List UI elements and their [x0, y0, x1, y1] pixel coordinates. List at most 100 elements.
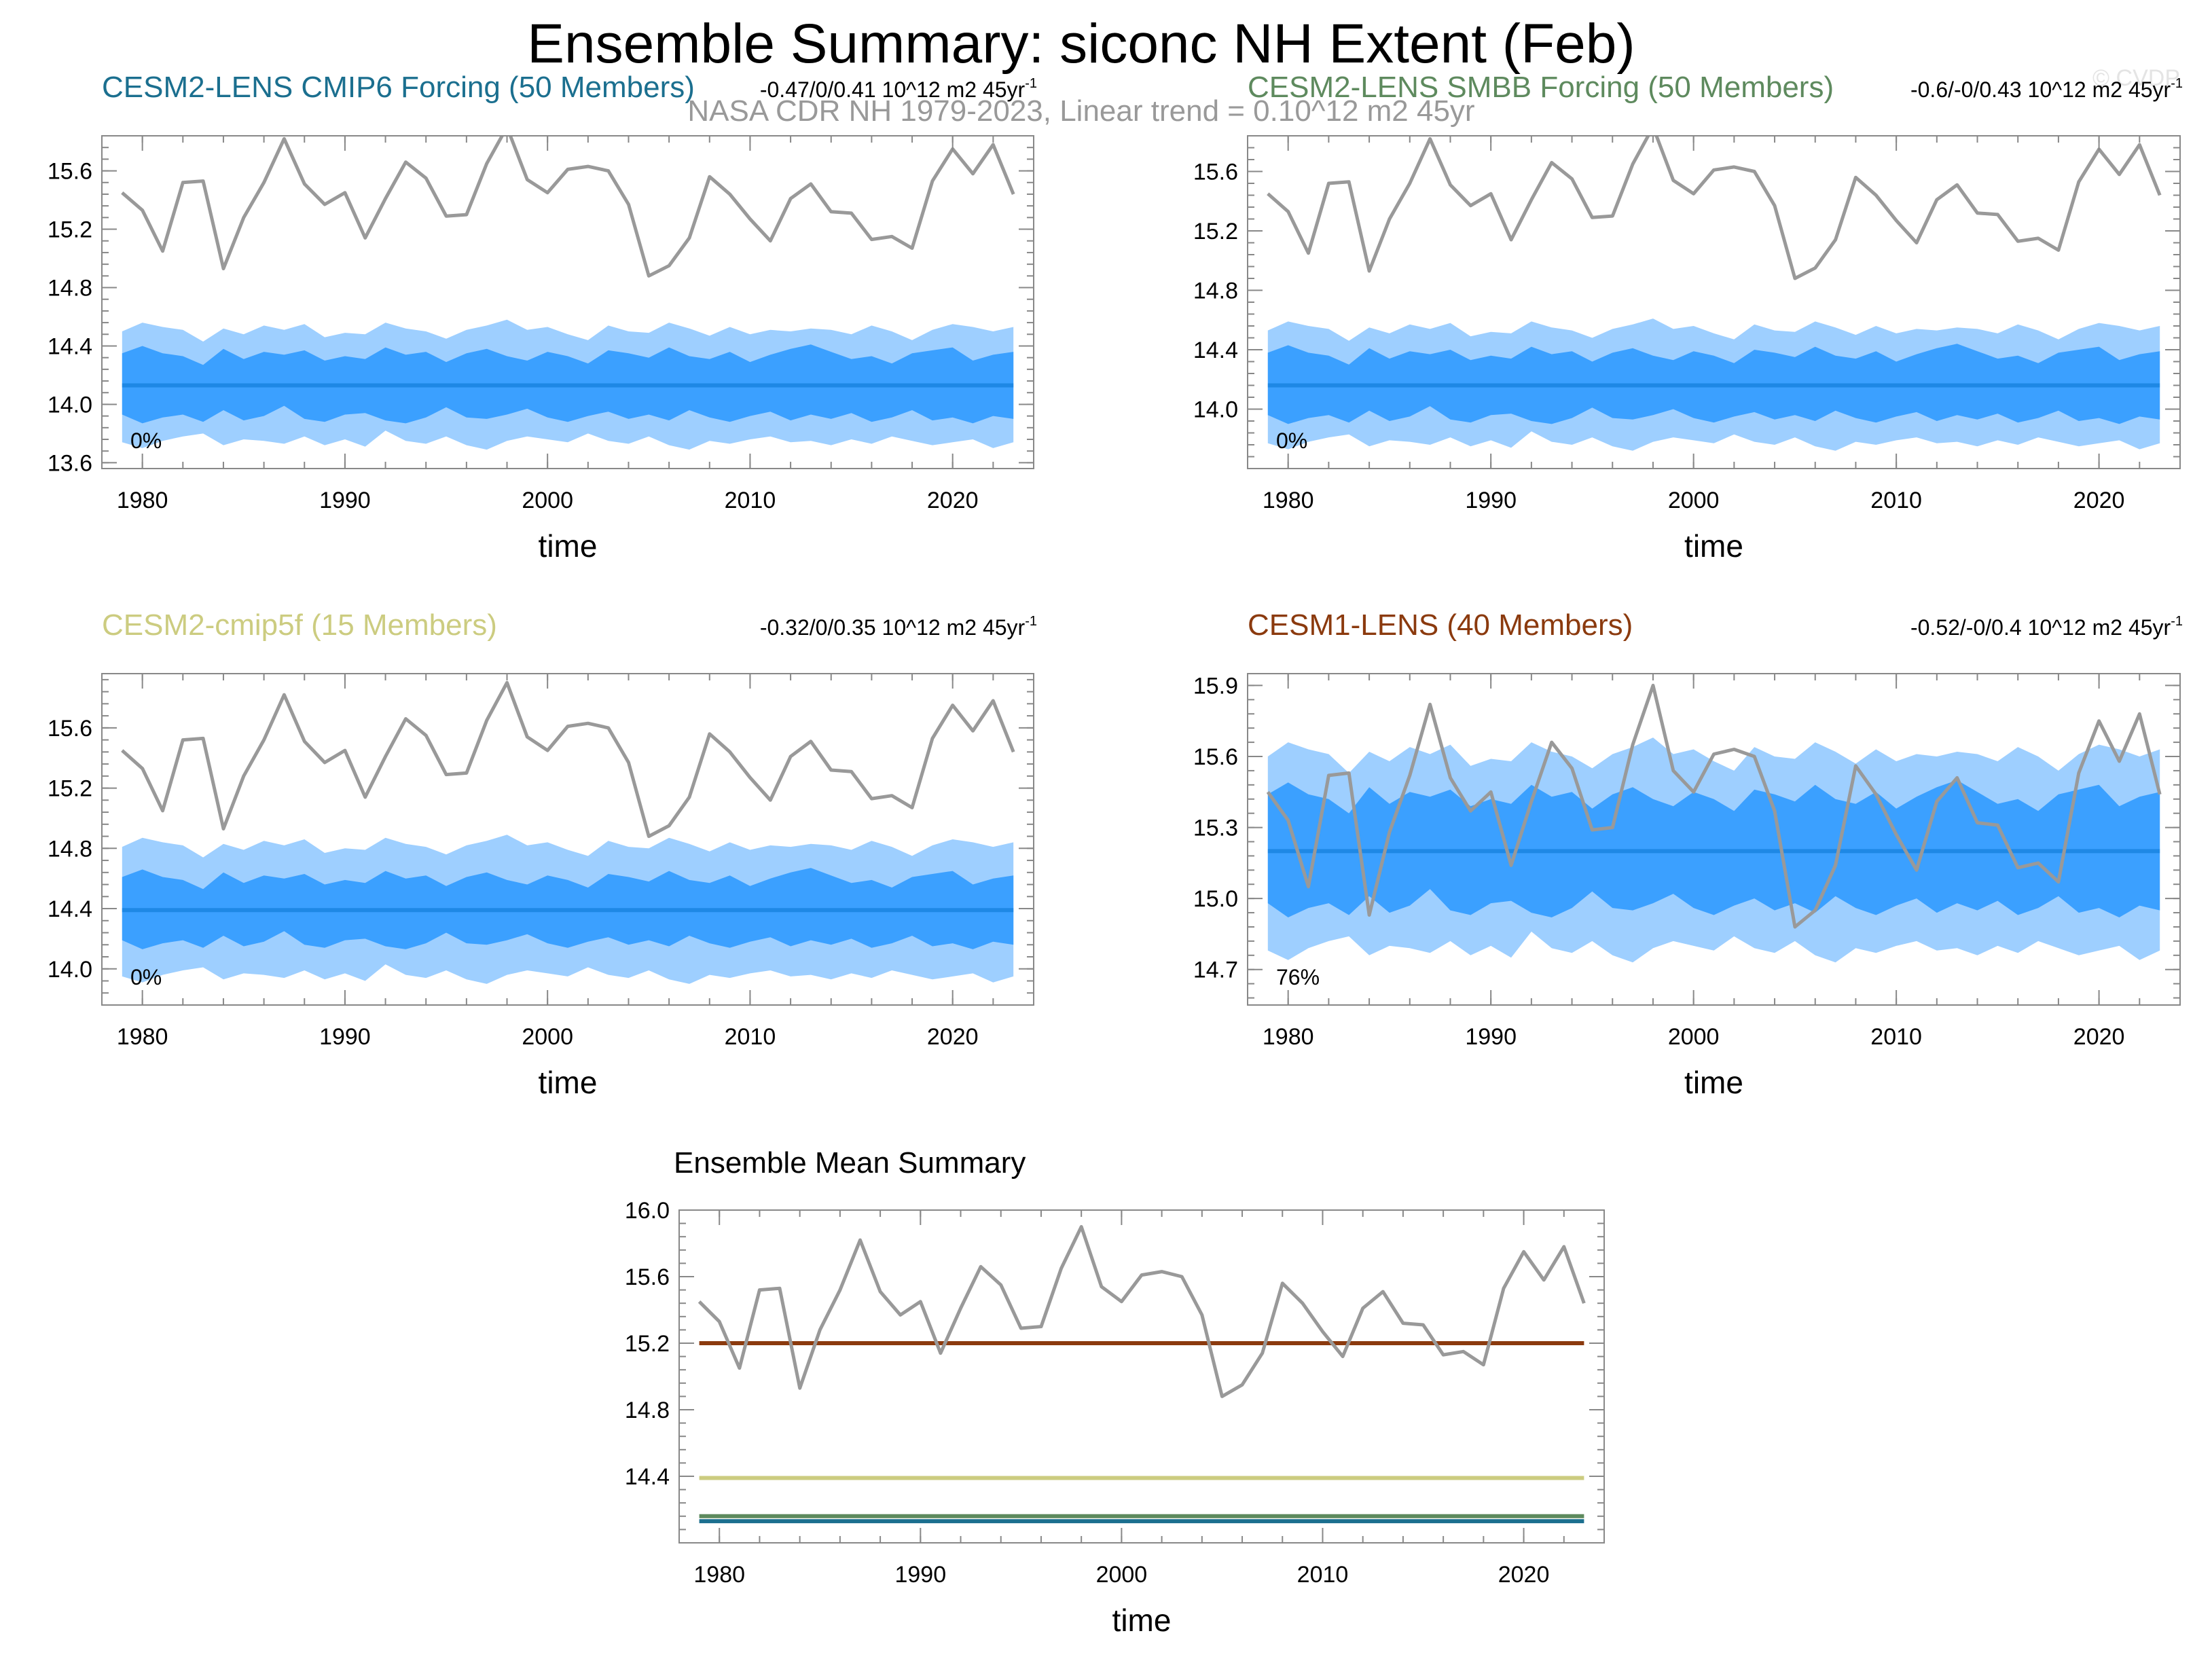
x-tick-label: 2020 [2073, 1024, 2125, 1050]
plot-content [121, 136, 1015, 450]
x-tick-label: 2000 [522, 1024, 573, 1050]
x-tick-label: 2000 [1668, 488, 1720, 513]
y-tick-label: 15.3 [1193, 816, 1238, 841]
plot-frame [1247, 673, 2181, 1006]
panel-title: CESM1-LENS (40 Members) [1248, 608, 1633, 642]
panel-cesm2-lens-smbb: CESM2-LENS SMBB Forcing (50 Members) -0.… [1193, 71, 2183, 564]
x-tick-label: 2000 [1668, 1024, 1720, 1050]
panel-ensemble-mean-summary: Ensemble Mean Summary 14.4 14.8 15.2 15.6 16… [625, 1146, 1605, 1638]
y-tick-label: 15.2 [48, 776, 92, 802]
y-tick-label: 14.7 [1193, 957, 1238, 983]
plot-area: 14.4 14.8 15.2 15.6 16.0 1980 1990 2000 2010 2020… [625, 1198, 1605, 1638]
x-axis-label: time [1684, 528, 1743, 564]
y-tick-label: 15.2 [625, 1331, 670, 1357]
y-tick-label: 14.4 [625, 1464, 670, 1490]
x-tick-label: 2020 [927, 488, 979, 513]
y-tick-label: 15.2 [48, 217, 92, 243]
plot-area: 13.6 14.0 14.4 14.8 15.2 15.6 1980 1990 2000 2010… [48, 135, 1034, 564]
x-tick-label: 2020 [2073, 488, 2125, 513]
y-tick-label: 14.4 [1193, 337, 1238, 363]
observations-line [1267, 136, 2162, 280]
x-tick-label: 2010 [1297, 1562, 1349, 1588]
x-axis-label: time [539, 1065, 598, 1100]
y-tick-label: 14.4 [48, 896, 92, 922]
x-tick-label: 1990 [319, 488, 371, 513]
y-tick-label: 15.6 [48, 159, 92, 185]
panel-cesm2-cmip5f: CESM2-cmip5f (15 Members) -0.32/0/0.35 1… [48, 608, 1037, 1100]
trend-text: -0.47/0/0.41 10^12 m2 45yr-1 [760, 76, 1037, 102]
y-tick-label: 14.0 [48, 957, 92, 983]
axis-ticks [678, 1209, 1605, 1544]
y-tick-label: 13.6 [48, 450, 92, 476]
y-tick-label: 16.0 [625, 1198, 670, 1224]
y-tick-label: 14.0 [1193, 397, 1238, 423]
axis-ticks [1247, 135, 2181, 469]
percent-label: 0% [130, 965, 162, 989]
x-tick-label: 1980 [693, 1562, 745, 1588]
panel-cesm1-lens: CESM1-LENS (40 Members) -0.52/-0/0.4 10^… [1193, 608, 2183, 1100]
y-tick-label: 14.8 [48, 276, 92, 302]
figure-subtitle: NASA CDR NH 1979-2023, Linear trend = 0.… [687, 94, 1474, 128]
x-axis-label: time [539, 528, 598, 564]
x-tick-label: 2010 [1870, 488, 1922, 513]
x-tick-label: 1980 [117, 488, 168, 513]
axis-ticks [1247, 674, 2181, 1005]
svg-text:-0.52/-0/0.4 10^12 m2 45yr-1: -0.52/-0/0.4 10^12 m2 45yr-1 [1910, 614, 2183, 640]
percent-label: 0% [1276, 428, 1307, 453]
x-tick-label: 2000 [522, 488, 573, 513]
y-tick-label: 15.6 [48, 716, 92, 742]
x-tick-label: 2020 [1498, 1562, 1550, 1588]
plot-content [697, 1225, 1586, 1524]
y-tick-label: 15.0 [1193, 886, 1238, 912]
plot-frame [678, 1209, 1605, 1544]
watermark: © CVDP [2092, 65, 2180, 91]
y-tick-label: 15.6 [1193, 744, 1238, 770]
plot-area: 14.0 14.4 14.8 15.2 15.6 1980 1990 2000 2010 2020… [1193, 135, 2181, 564]
x-tick-label: 1980 [117, 1024, 168, 1050]
observations-line [121, 680, 1015, 839]
x-axis-label: time [1684, 1065, 1743, 1100]
observations-line [1266, 683, 2162, 929]
y-tick-label: 15.6 [625, 1264, 670, 1290]
panel-title: CESM2-LENS CMIP6 Forcing (50 Members) [102, 71, 695, 104]
plot-content [1266, 683, 2162, 963]
trend-text: -0.32/0/0.35 10^12 m2 45yr-1 [760, 614, 1037, 640]
spread-band-inner [1267, 780, 2160, 917]
y-tick-label: 15.6 [1193, 160, 1238, 185]
observations-line [697, 1225, 1586, 1398]
plot-content [121, 680, 1015, 984]
x-tick-label: 2010 [725, 1024, 776, 1050]
panel-title: Ensemble Mean Summary [674, 1146, 1026, 1180]
y-tick-label: 15.2 [1193, 219, 1238, 244]
plot-area: 14.0 14.4 14.8 15.2 15.6 1980 1990 2000 2010 2020… [48, 673, 1034, 1100]
x-tick-label: 1980 [1263, 488, 1314, 513]
x-tick-label: 2020 [927, 1024, 979, 1050]
plot-frame [101, 673, 1034, 1006]
svg-text:-0.47/0/0.41 10^12 m2 45yr-1: -0.47/0/0.41 10^12 m2 45yr-1 [760, 76, 1037, 102]
svg-text:-0.6/-0/0.43 10^12 m2 45yr-1: -0.6/-0/0.43 10^12 m2 45yr-1 [1910, 76, 2183, 102]
x-tick-label: 2010 [725, 488, 776, 513]
x-tick-label: 1990 [319, 1024, 371, 1050]
y-tick-label: 15.9 [1193, 673, 1238, 699]
axis-ticks [101, 135, 1034, 469]
axis-ticks [101, 674, 1034, 1006]
y-tick-label: 14.0 [48, 392, 92, 418]
plot-area: 14.7 15.0 15.3 15.6 15.9 1980 1990 2000 2010 2020… [1193, 673, 2181, 1100]
percent-label: 0% [130, 428, 162, 453]
y-tick-label: 14.8 [48, 836, 92, 862]
x-tick-label: 1990 [1465, 488, 1517, 513]
y-tick-label: 14.4 [48, 333, 92, 359]
figure-title: Ensemble Summary: siconc NH Extent (Feb) [527, 13, 1635, 75]
trend-text: -0.6/-0/0.43 10^12 m2 45yr-1 [1910, 76, 2183, 102]
x-tick-label: 1980 [1263, 1024, 1314, 1050]
x-tick-label: 2000 [1096, 1562, 1148, 1588]
panel-cesm2-lens-cmip6: CESM2-LENS CMIP6 Forcing (50 Members) -0… [48, 71, 1037, 564]
percent-label: 76% [1276, 965, 1320, 989]
observations-line [121, 136, 1015, 278]
x-tick-label: 1990 [1465, 1024, 1517, 1050]
plot-frame [101, 135, 1034, 469]
x-axis-label: time [1112, 1603, 1172, 1638]
svg-text:-0.32/0/0.35 10^12 m2 45yr-1: -0.32/0/0.35 10^12 m2 45yr-1 [760, 614, 1037, 640]
panel-title: CESM2-cmip5f (15 Members) [102, 608, 497, 642]
